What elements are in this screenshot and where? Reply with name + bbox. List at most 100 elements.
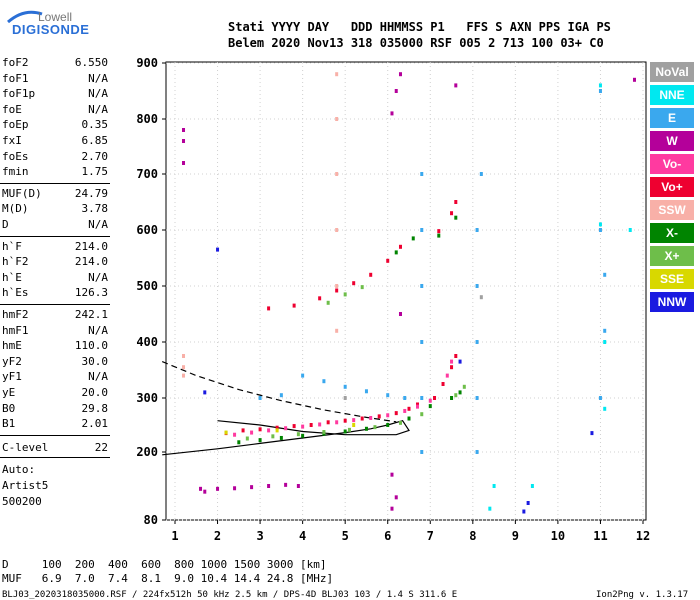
echo-point-vo-: [292, 424, 296, 429]
echo-point-noval: [479, 295, 483, 300]
param-value: 6.85: [81, 134, 109, 147]
legend-item-w: W: [650, 131, 694, 151]
param-foe: foE N/A: [2, 103, 108, 117]
echo-point-ssw: [182, 373, 186, 378]
echo-point-x-: [394, 250, 398, 255]
param-hmf2: hmF2 242.1: [2, 308, 108, 322]
echo-point-vo-: [441, 382, 445, 386]
echo-point-vo-: [445, 373, 449, 378]
echo-point-ssw: [335, 228, 339, 232]
param-name: h`Es: [2, 286, 29, 300]
param-value: 20.0: [81, 386, 109, 399]
param-value: 6.550: [74, 56, 108, 69]
x-tick-label: 1: [171, 529, 178, 543]
echo-point-vo-: [450, 211, 454, 216]
legend-item-nnw: NNW: [650, 292, 694, 312]
y-tick-label: 700: [136, 167, 158, 181]
panel-divider: [0, 182, 110, 184]
echo-point-x-: [420, 412, 424, 417]
echo-point-e: [598, 228, 602, 232]
param-value: 24.79: [74, 186, 108, 200]
y-tick-label: 500: [136, 279, 158, 293]
echo-point-w: [216, 486, 220, 491]
echo-point-w: [390, 506, 394, 511]
echo-point-ssw: [335, 284, 339, 288]
y-tick-label: 900: [136, 56, 158, 70]
echo-point-e: [420, 396, 424, 400]
echo-point-nne: [492, 484, 496, 488]
param-name: foEs: [2, 149, 29, 163]
echo-point-vo-: [284, 426, 288, 431]
echo-point-w: [203, 489, 207, 494]
logo-digisonde-text: DIGISONDE: [12, 22, 90, 37]
echo-point-w: [394, 89, 398, 93]
echo-point-e: [322, 379, 326, 384]
echo-point-e: [279, 393, 283, 398]
echo-point-x-: [271, 434, 275, 439]
param-h-e: h`E N/A: [2, 271, 108, 285]
echo-point-x-: [373, 425, 377, 430]
echo-point-e: [603, 272, 607, 277]
x-tick-label: 9: [512, 529, 519, 543]
echo-point-x-: [343, 429, 347, 434]
param-value: 22: [94, 440, 108, 454]
panel-divider: [0, 235, 110, 237]
echo-point-e: [475, 396, 479, 400]
echo-point-w: [398, 72, 402, 77]
echo-point-x-: [364, 426, 368, 431]
echo-point-e: [475, 340, 479, 344]
echo-point-e: [420, 450, 424, 454]
param-b0: B0 29.8: [2, 402, 108, 416]
echo-point-x-: [398, 420, 402, 425]
echo-point-vo-: [309, 423, 313, 427]
panel-divider: [0, 456, 110, 458]
distance-row: D 100 200 400 600 800 1000 1500 3000 [km…: [2, 558, 327, 571]
param-muf-d-: MUF(D) 24.79: [2, 187, 108, 201]
echo-point-x-: [343, 292, 347, 297]
digisonde-logo-swoosh: [7, 10, 43, 24]
param-name: MUF(D): [2, 186, 42, 200]
x-tick-label: 3: [256, 529, 263, 543]
param-name: foE: [2, 102, 22, 116]
param-value: 214.0: [74, 255, 108, 269]
param-value: 1.75: [81, 165, 109, 179]
y-tick-label: 300: [136, 391, 158, 405]
param-name: h`F: [2, 239, 22, 253]
echo-point-nnw: [458, 359, 462, 364]
echo-point-vo-: [454, 354, 458, 358]
param-value: N/A: [88, 87, 108, 101]
echo-point-nnw: [526, 501, 530, 505]
echo-point-vo-: [386, 413, 390, 418]
echo-point-vo-: [352, 418, 356, 423]
param-name: D: [2, 218, 9, 231]
param-name: B1: [2, 417, 16, 431]
param-name: yF2: [2, 354, 22, 368]
autoscaling-info: Auto:: [2, 462, 36, 476]
echo-point-x-: [458, 390, 462, 395]
param-ye: yE 20.0: [2, 386, 108, 400]
y-tick-label: 400: [136, 335, 158, 349]
y-tick-label: 200: [136, 445, 158, 459]
echo-point-x-: [322, 430, 326, 435]
legend-item-x-: X-: [650, 223, 694, 243]
echo-point-x-: [454, 393, 458, 398]
muf-row: MUF 6.9 7.0 7.4 8.1 9.0 10.4 14.4 24.8 […: [2, 572, 334, 585]
echo-point-vo-: [433, 396, 437, 400]
legend-item-nne: NNE: [650, 85, 694, 105]
echo-point-vo-: [360, 416, 364, 421]
param-m-d-: M(D) 3.78: [2, 202, 108, 216]
echo-point-w: [394, 495, 398, 500]
echo-point-vo-: [233, 432, 237, 437]
echo-point-e: [598, 396, 602, 400]
echo-point-w: [182, 161, 186, 165]
echo-point-x-: [326, 300, 330, 305]
echo-point-nne: [628, 228, 632, 232]
param-value: N/A: [88, 71, 108, 85]
param-h-f: h`F 214.0: [2, 240, 108, 254]
echo-point-ssw: [182, 365, 186, 370]
echo-point-nnw: [522, 509, 526, 514]
echo-point-vo-: [407, 406, 411, 411]
param-name: B0: [2, 401, 16, 415]
file-info-footer: BLJ03_2020318035000.RSF / 224fx512h 50 k…: [2, 590, 458, 600]
echo-point-vo-: [292, 303, 296, 308]
